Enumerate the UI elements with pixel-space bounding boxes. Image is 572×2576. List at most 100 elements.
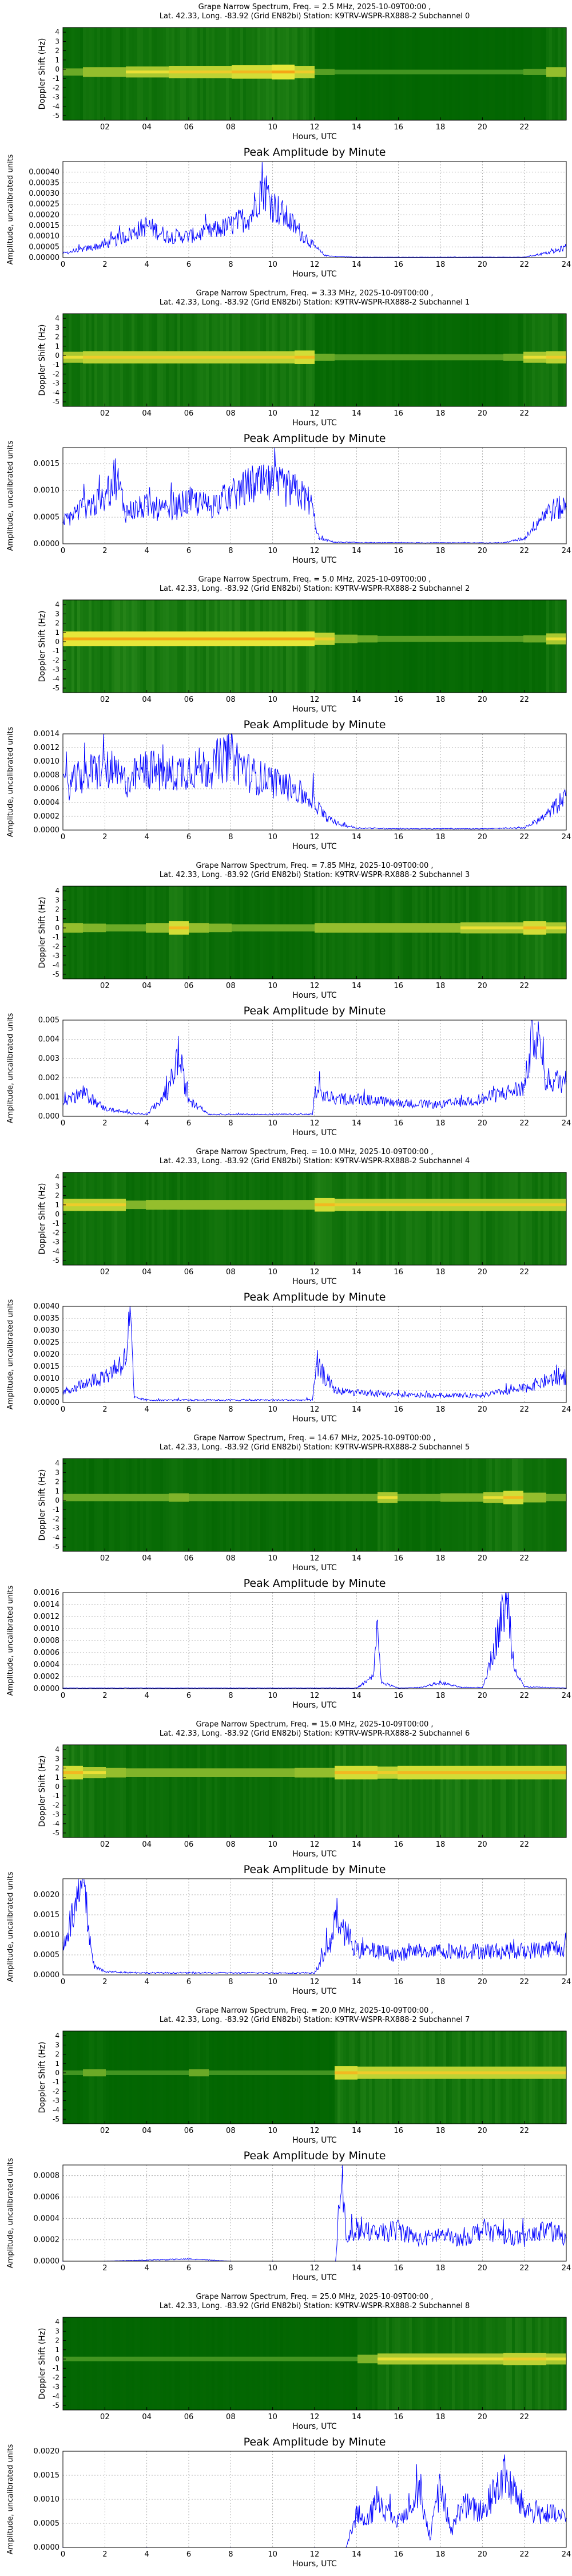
spectrogram-column: [103, 1745, 106, 1838]
y-tick-label: 0.0030: [34, 1326, 60, 1335]
doppler-band-core: [492, 1771, 495, 1775]
spectrogram-column: [283, 1172, 287, 1265]
amplitude-point: [83, 1382, 85, 1384]
doppler-band-core: [506, 2357, 510, 2361]
doppler-band: [352, 2356, 355, 2361]
spectrogram-column: [283, 886, 287, 979]
doppler-band-core: [563, 1203, 567, 1207]
spectrogram-column: [152, 1172, 155, 1265]
doppler-band: [117, 2356, 121, 2361]
spectrogram-column: [480, 1459, 484, 1551]
doppler-band-core: [177, 70, 181, 74]
doppler-band-core: [535, 1771, 538, 1775]
amplitude-point: [146, 1688, 148, 1689]
doppler-band: [366, 354, 370, 361]
doppler-band: [375, 923, 378, 933]
doppler-band: [389, 69, 392, 74]
spectrogram-column: [123, 886, 126, 979]
doppler-band: [343, 1494, 347, 1502]
spectrogram-column: [366, 1745, 370, 1838]
spectrogram-column: [212, 886, 215, 979]
doppler-band: [163, 923, 166, 933]
spectrogram-column: [269, 2031, 272, 2124]
spectrogram-column: [389, 1745, 392, 1838]
doppler-band-core: [180, 70, 184, 74]
doppler-band: [223, 1494, 227, 1502]
doppler-band-core: [452, 1203, 455, 1207]
amplitude-point: [104, 1108, 106, 1109]
doppler-band: [346, 354, 349, 361]
x-tick-label: 24: [562, 833, 571, 841]
spectrogram-column: [114, 2317, 118, 2410]
spectrogram-column: [355, 1172, 358, 1265]
amplitude-point: [460, 2503, 462, 2505]
x-tick-label: 22: [519, 696, 529, 704]
amplitude-point: [482, 2229, 483, 2230]
doppler-band: [255, 1200, 258, 1210]
amplitude-point: [272, 203, 273, 205]
doppler-band: [355, 2356, 358, 2361]
doppler-band-core: [194, 637, 198, 641]
doppler-band-core: [212, 637, 215, 641]
spectrogram-column: [74, 1459, 78, 1551]
spectrogram-column: [343, 600, 347, 693]
x-tick-label: 0: [61, 2550, 65, 2559]
spectrogram-column: [114, 1745, 118, 1838]
x-tick-label: 8: [228, 260, 233, 269]
y-axis-label: Amplitude, uncalibrated units: [6, 154, 15, 264]
spectrogram-column: [372, 2317, 375, 2410]
spectrogram-column: [320, 2317, 324, 2410]
spectrogram-column: [69, 1172, 72, 1265]
spectrogram-column: [214, 886, 218, 979]
spectrogram-column: [183, 1172, 186, 1265]
doppler-band-core: [538, 1771, 541, 1775]
doppler-band: [166, 1768, 169, 1777]
doppler-band: [289, 924, 292, 932]
x-tick-label: 14: [352, 260, 362, 269]
spectrum-title: Grape Narrow Spectrum, Freq. = 3.33 MHz,…: [196, 289, 433, 298]
spectrogram-column: [212, 600, 215, 693]
spectrogram-column: [306, 1459, 309, 1551]
spectrogram-column: [209, 886, 212, 979]
doppler-band-core: [440, 1203, 444, 1207]
doppler-band-core: [435, 2071, 438, 2075]
doppler-band-core: [309, 70, 312, 74]
x-tick-label: 18: [436, 2127, 446, 2135]
doppler-band-core: [460, 1771, 464, 1775]
spectrogram-column: [200, 1745, 204, 1838]
doppler-band: [541, 635, 544, 643]
doppler-band: [69, 68, 72, 76]
x-tick-label: 16: [394, 1119, 403, 1128]
doppler-band: [174, 2356, 178, 2361]
doppler-band: [77, 68, 81, 76]
doppler-band-core: [378, 1771, 381, 1775]
doppler-band-core: [400, 1771, 404, 1775]
doppler-band-core: [286, 355, 289, 359]
doppler-band: [226, 2356, 229, 2361]
doppler-band: [272, 2356, 275, 2361]
doppler-band-core: [521, 1771, 524, 1775]
x-tick-label: 10: [268, 2413, 277, 2421]
spectrogram-column: [252, 2031, 255, 2124]
x-tick-label: 14: [352, 1268, 362, 1277]
doppler-band: [212, 2356, 215, 2361]
doppler-band-core: [69, 637, 72, 641]
doppler-band: [295, 2356, 298, 2361]
y-tick-label: 0.0020: [34, 2447, 60, 2456]
doppler-band: [403, 923, 407, 933]
doppler-band-core: [74, 1203, 78, 1207]
y-tick-label: 0.0010: [34, 1625, 60, 1633]
doppler-band-core: [489, 2071, 492, 2075]
spectrogram-column: [478, 1459, 481, 1551]
amplitude-point: [230, 1972, 232, 1974]
doppler-band: [183, 1768, 186, 1777]
doppler-band: [543, 69, 547, 75]
doppler-band: [315, 923, 318, 933]
doppler-band: [132, 1494, 135, 1502]
doppler-band-core: [100, 637, 104, 641]
doppler-band: [257, 1494, 261, 1502]
doppler-band-core: [389, 1203, 392, 1207]
spectrogram-column: [120, 1459, 124, 1551]
spectrogram-column: [92, 2317, 95, 2410]
spectrogram-column: [89, 2317, 92, 2410]
